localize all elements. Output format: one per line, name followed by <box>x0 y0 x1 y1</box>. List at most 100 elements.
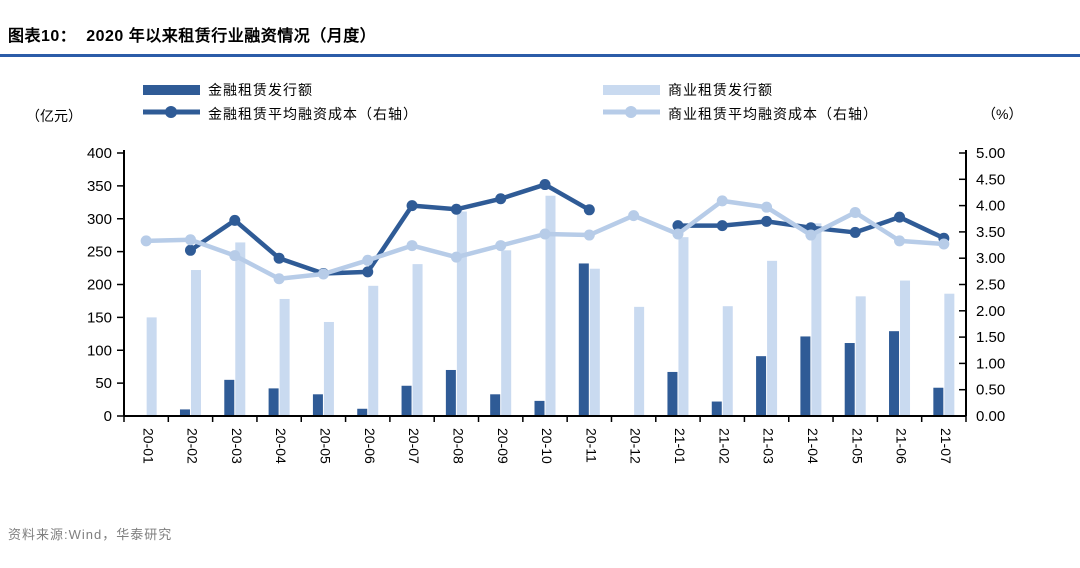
bar <box>889 331 900 416</box>
bar <box>146 317 157 416</box>
right-axis-tick-label: 2.00 <box>976 303 1005 320</box>
legend-column-right: 商业租赁发行额 商业租赁平均融资成本（右轴） <box>603 78 878 126</box>
data-point-marker <box>583 204 595 216</box>
bar <box>634 306 645 416</box>
line-swatch-dark-icon <box>143 105 200 124</box>
legend-item-financial-leasing-issuance: 金融租赁发行额 <box>143 78 418 102</box>
data-point-marker <box>495 193 507 205</box>
chart-title: 图表10： 2020 年以来租赁行业融资情况（月度） <box>8 28 377 45</box>
data-source-note: 资料来源:Wind，华泰研究 <box>8 527 173 542</box>
right-axis-tick-label: 3.50 <box>976 224 1005 241</box>
bar <box>711 401 722 416</box>
bar <box>756 356 767 416</box>
data-point-marker <box>184 244 196 256</box>
bar <box>190 270 201 416</box>
x-axis-category-label: 20-03 <box>229 428 245 464</box>
left-axis-tick-label: 250 <box>87 244 112 261</box>
bar <box>678 237 689 416</box>
left-axis-tick-label: 300 <box>87 211 112 228</box>
data-point-marker <box>761 215 773 227</box>
x-axis-category-label: 20-02 <box>185 428 201 464</box>
data-point-marker <box>450 203 462 215</box>
data-point-marker <box>539 179 551 191</box>
line-series <box>146 198 945 281</box>
data-point-marker <box>273 273 285 285</box>
right-axis-unit-label: （%） <box>982 106 1023 122</box>
x-axis-category-label: 21-05 <box>849 428 865 464</box>
bar <box>578 263 589 416</box>
data-point-marker <box>406 240 418 252</box>
x-axis-category-label: 21-07 <box>938 428 954 464</box>
left-axis-tick-label: 50 <box>95 375 112 392</box>
bar <box>944 293 955 416</box>
bar <box>456 211 467 416</box>
left-axis-tick-label: 350 <box>87 178 112 195</box>
data-point-marker <box>140 235 152 247</box>
data-point-marker <box>761 201 773 213</box>
title-underline-divider <box>0 54 1080 57</box>
data-point-marker <box>539 228 551 240</box>
x-axis-category-label: 20-01 <box>140 428 156 464</box>
data-point-marker <box>849 206 861 218</box>
data-point-marker <box>628 210 640 222</box>
left-axis-tick-label: 100 <box>87 342 112 359</box>
right-axis-tick-label: 3.00 <box>976 250 1005 267</box>
legend-label: 金融租赁平均融资成本（右轴） <box>208 106 418 122</box>
legend-item-commercial-leasing-cost: 商业租赁平均融资成本（右轴） <box>603 102 878 126</box>
right-axis-tick-label: 4.50 <box>976 171 1005 188</box>
left-axis-tick-label: 0 <box>104 408 112 425</box>
bar <box>268 388 279 416</box>
x-axis-category-label: 21-04 <box>805 428 821 464</box>
x-axis-category-label: 20-06 <box>362 428 378 464</box>
x-axis-category-label: 20-11 <box>583 428 599 463</box>
data-point-marker <box>938 238 950 250</box>
data-point-marker <box>229 250 241 262</box>
bar-swatch-dark-icon <box>143 85 200 95</box>
right-axis-tick-label: 5.00 <box>976 145 1005 162</box>
right-axis-tick-label: 2.50 <box>976 277 1005 294</box>
bar <box>545 195 556 416</box>
right-axis-tick-label: 0.00 <box>976 408 1005 425</box>
right-axis-tick-label: 4.00 <box>976 198 1005 215</box>
data-point-marker <box>805 229 817 241</box>
data-point-marker <box>406 200 418 212</box>
legend-label: 商业租赁发行额 <box>668 82 773 98</box>
data-point-marker <box>672 220 684 232</box>
bar <box>667 371 678 416</box>
legend-item-financial-leasing-cost: 金融租赁平均融资成本（右轴） <box>143 102 418 126</box>
bar-swatch-light-icon <box>603 85 660 95</box>
bar <box>589 268 600 416</box>
bar <box>722 306 733 416</box>
bar <box>357 408 368 416</box>
bar <box>279 298 290 416</box>
legend: 金融租赁发行额 金融租赁平均融资成本（右轴） 商业租赁发行额 商业租赁平均融资成… <box>0 78 1080 128</box>
bar <box>933 387 944 416</box>
data-point-marker <box>229 214 241 226</box>
data-point-marker <box>894 235 906 247</box>
data-point-marker <box>184 234 196 246</box>
bar <box>844 343 855 416</box>
x-axis-category-label: 20-08 <box>450 428 466 464</box>
data-point-marker <box>450 251 462 263</box>
x-axis-category-label: 20-12 <box>628 428 644 464</box>
bar <box>224 379 235 416</box>
bar <box>312 394 323 416</box>
data-point-marker <box>495 240 507 252</box>
line-swatch-light-icon <box>603 105 660 124</box>
data-point-marker <box>716 195 728 207</box>
bar <box>501 250 512 416</box>
x-axis-category-label: 20-07 <box>406 428 422 464</box>
data-point-marker <box>672 228 684 240</box>
line-series <box>189 182 591 276</box>
data-point-marker <box>894 211 906 223</box>
data-point-marker <box>362 254 374 266</box>
data-point-marker <box>716 220 728 232</box>
x-axis-category-label: 20-10 <box>539 428 555 464</box>
legend-item-commercial-leasing-issuance: 商业租赁发行额 <box>603 78 878 102</box>
bar <box>767 260 778 416</box>
bar <box>445 369 456 416</box>
right-axis-tick-label: 1.50 <box>976 329 1005 346</box>
x-axis-category-label: 21-01 <box>672 428 688 464</box>
left-axis-tick-label: 400 <box>87 145 112 162</box>
